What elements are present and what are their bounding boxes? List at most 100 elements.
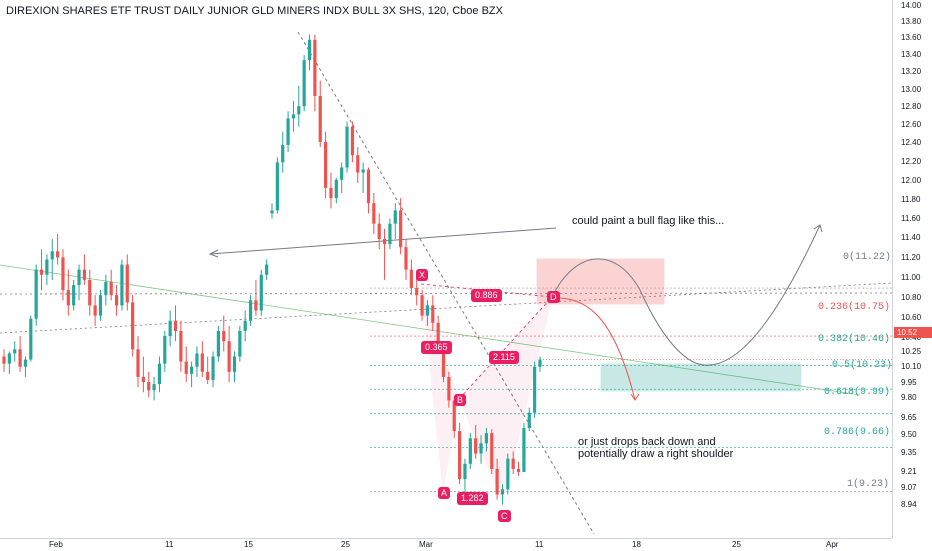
candle[interactable]: [468, 433, 472, 469]
pattern-point-x[interactable]: X: [416, 269, 429, 281]
candle[interactable]: [211, 351, 215, 388]
candle[interactable]: [2, 349, 6, 372]
candle[interactable]: [72, 279, 76, 311]
candle[interactable]: [227, 325, 231, 383]
candle[interactable]: [131, 295, 135, 357]
candle[interactable]: [297, 85, 301, 127]
candle[interactable]: [313, 34, 317, 112]
candle[interactable]: [484, 428, 488, 452]
candle[interactable]: [200, 341, 204, 377]
candle[interactable]: [393, 203, 397, 239]
candle[interactable]: [372, 193, 376, 234]
candle[interactable]: [163, 330, 167, 372]
candle[interactable]: [463, 458, 467, 493]
candle[interactable]: [399, 198, 403, 255]
candle[interactable]: [324, 131, 328, 199]
green-trend-line[interactable]: [0, 264, 861, 396]
candle[interactable]: [490, 429, 494, 474]
bull-flag-projection-curve[interactable]: [551, 224, 821, 366]
candle[interactable]: [340, 162, 344, 194]
candle[interactable]: [152, 376, 156, 401]
green-support-zone[interactable]: [600, 363, 802, 392]
candle[interactable]: [254, 279, 258, 316]
candle[interactable]: [522, 422, 526, 472]
candle[interactable]: [141, 356, 145, 393]
candle[interactable]: [527, 407, 531, 432]
candle[interactable]: [425, 300, 430, 326]
candle[interactable]: [45, 254, 49, 285]
candle[interactable]: [66, 269, 70, 316]
candle[interactable]: [136, 336, 140, 388]
candle[interactable]: [377, 213, 381, 250]
candle[interactable]: [404, 239, 408, 280]
candle[interactable]: [275, 157, 279, 214]
candle[interactable]: [506, 453, 510, 495]
candle[interactable]: [420, 290, 424, 321]
candle[interactable]: [77, 264, 81, 301]
candle[interactable]: [345, 121, 349, 173]
candle[interactable]: [286, 111, 290, 153]
candle[interactable]: [243, 310, 247, 342]
candle[interactable]: [291, 101, 296, 132]
candle[interactable]: [56, 233, 60, 265]
candle[interactable]: [350, 121, 354, 163]
candle[interactable]: [18, 336, 22, 372]
candle[interactable]: [361, 162, 365, 194]
candle[interactable]: [195, 346, 199, 377]
candle[interactable]: [93, 295, 97, 326]
drop-annotation-line2[interactable]: potentially draw a right shoulder: [578, 448, 734, 460]
candle[interactable]: [329, 172, 333, 209]
candle[interactable]: [302, 55, 306, 112]
candle[interactable]: [533, 361, 537, 418]
candle[interactable]: [13, 341, 17, 362]
candle[interactable]: [125, 254, 129, 311]
candle[interactable]: [495, 458, 499, 500]
candle[interactable]: [382, 228, 387, 280]
candle[interactable]: [88, 269, 92, 316]
candle[interactable]: [318, 80, 322, 148]
drop-projection-curve[interactable]: [559, 297, 636, 401]
candle[interactable]: [409, 259, 413, 296]
candle[interactable]: [516, 461, 521, 477]
candle[interactable]: [7, 351, 11, 374]
pattern-point-b[interactable]: B: [454, 394, 467, 406]
candle[interactable]: [431, 295, 435, 331]
candle[interactable]: [474, 424, 478, 459]
candle[interactable]: [50, 239, 54, 280]
candle[interactable]: [61, 249, 65, 301]
candle[interactable]: [206, 356, 210, 385]
candle[interactable]: [147, 371, 151, 398]
candle[interactable]: [265, 259, 269, 280]
candle[interactable]: [538, 356, 542, 372]
candle[interactable]: [114, 284, 119, 316]
candle[interactable]: [479, 435, 483, 464]
candle[interactable]: [307, 34, 312, 71]
candle[interactable]: [184, 346, 188, 383]
candle[interactable]: [334, 177, 338, 204]
bull-flag-annotation[interactable]: could paint a bull flag like this...: [572, 215, 725, 227]
candle[interactable]: [248, 295, 253, 326]
price-chart[interactable]: [0, 0, 892, 538]
candle[interactable]: [173, 305, 178, 342]
candle[interactable]: [39, 249, 44, 291]
candle[interactable]: [270, 203, 274, 219]
candle[interactable]: [281, 131, 285, 173]
drop-annotation-line1[interactable]: or just drops back down and: [578, 436, 716, 448]
candle[interactable]: [82, 254, 86, 285]
candle[interactable]: [179, 320, 183, 372]
pattern-point-c[interactable]: C: [498, 510, 511, 522]
downtrend-line[interactable]: [297, 31, 595, 535]
candle[interactable]: [98, 290, 103, 321]
candle[interactable]: [216, 325, 220, 362]
candle[interactable]: [29, 315, 33, 362]
date-axis[interactable]: Feb 11 15 25 Mar 11 18 25 Apr: [0, 538, 892, 551]
candle[interactable]: [259, 269, 263, 316]
candle[interactable]: [168, 310, 172, 347]
candle[interactable]: [222, 315, 226, 352]
resistance-dotted-line[interactable]: [0, 292, 892, 295]
candle[interactable]: [388, 218, 392, 250]
candle[interactable]: [34, 264, 38, 326]
candle[interactable]: [109, 269, 113, 301]
candle[interactable]: [500, 484, 505, 505]
candle[interactable]: [356, 147, 360, 183]
